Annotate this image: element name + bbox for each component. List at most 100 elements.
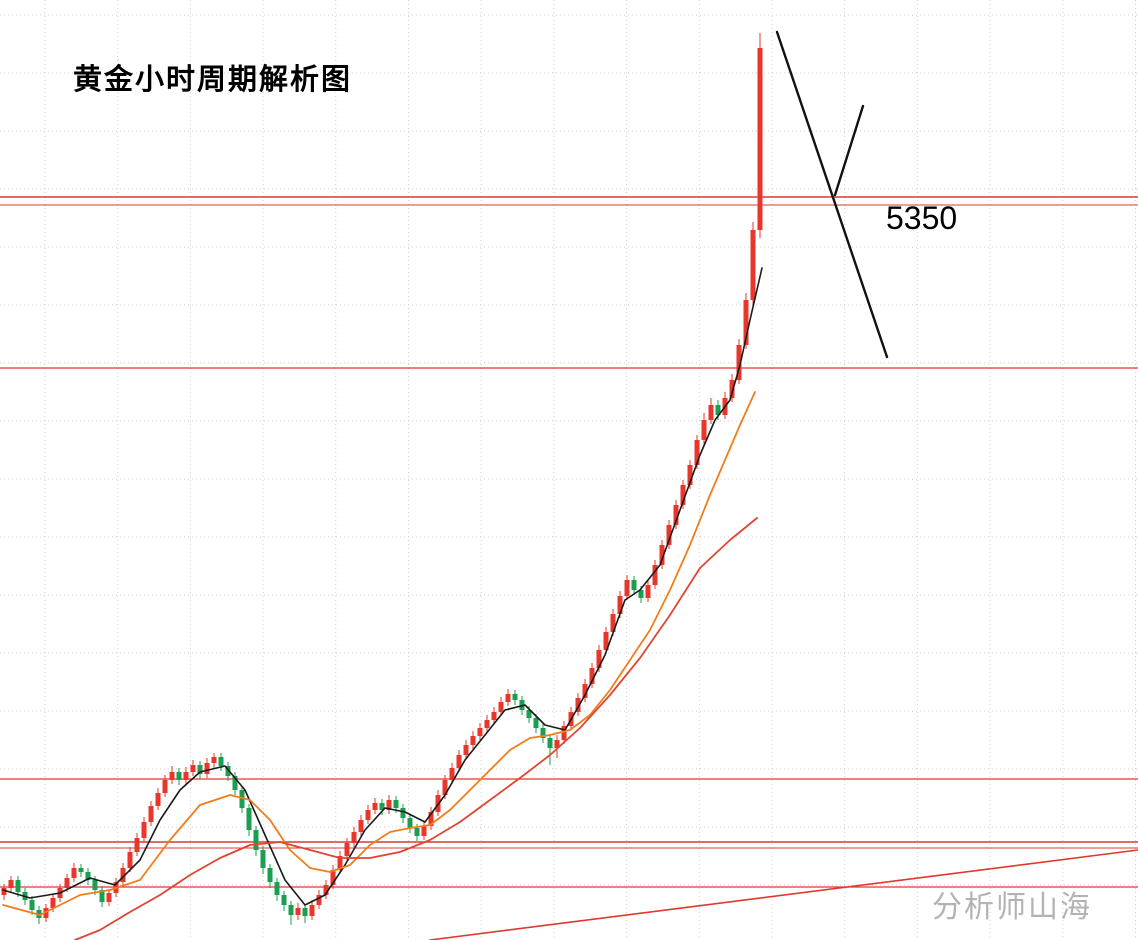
candle [666,525,672,545]
candle [715,405,721,415]
candle [456,755,462,768]
candle [757,48,763,230]
candle [743,300,749,345]
candle [71,868,77,878]
candle [330,870,336,885]
candle [386,800,392,810]
candle [148,806,154,822]
candle [603,632,609,650]
candle [225,766,231,776]
candle [120,868,126,882]
candle [29,900,35,910]
price-level-annotation: 5350 [886,200,958,236]
candle [540,728,546,738]
candle [624,580,630,596]
candle [421,826,427,836]
candle [470,736,476,745]
candle [638,590,644,598]
candle [50,898,56,908]
candle [155,793,161,806]
candle [15,880,21,892]
candle [372,803,378,810]
candle [561,726,567,740]
candle [288,905,294,915]
levels-layer [0,196,1138,888]
candle [428,812,434,826]
candle [106,893,112,902]
ma-mid-line [2,391,756,916]
candle [134,838,140,852]
candle [337,856,343,870]
candle [8,880,14,888]
candle [323,885,329,895]
candle [253,830,259,850]
candle [281,895,287,905]
candle [197,765,203,774]
candle [246,808,252,830]
candle [750,230,756,300]
ma-long-line [74,517,758,940]
candle [673,505,679,525]
candle [463,745,469,755]
candle [694,440,700,465]
candle [190,765,196,772]
candle [260,850,266,868]
candle [365,810,371,820]
candle [239,790,245,808]
candle [393,800,399,808]
candle [127,852,133,868]
candle [442,780,448,795]
candle [400,808,406,818]
candle [505,694,511,702]
candle [218,757,224,766]
candle [85,872,91,880]
analyst-watermark: 分析师山海 [932,891,1092,924]
candle [99,890,105,902]
candle [295,908,301,915]
candle [484,720,490,728]
candle [652,565,658,585]
candle [414,828,420,836]
candle [176,772,182,780]
candle [491,712,497,720]
candle [267,868,273,882]
moving-averages-layer [2,267,763,940]
candle [141,822,147,838]
candle [407,818,413,828]
candle [302,908,308,916]
candle [687,465,693,485]
candle [316,895,322,905]
candle [169,772,175,780]
candle [631,580,637,590]
drawn-lines-layer [429,30,1138,940]
candle [526,710,532,718]
candle [701,420,707,440]
candle [547,738,553,748]
support-trendline [429,849,1138,940]
candle [645,585,651,598]
ma-short-line [2,267,763,906]
candle [232,776,238,790]
candle [449,768,455,780]
candle [64,878,70,888]
candle [708,405,714,420]
projection-line-short [833,104,865,197]
candle [477,728,483,736]
candle [498,702,504,712]
candle [78,868,84,872]
candle [729,380,735,398]
candle [617,596,623,614]
candle [596,650,602,668]
candle [659,545,665,565]
candle [554,740,560,748]
candle [512,694,518,700]
candle [680,485,686,505]
candle [589,668,595,684]
candle [358,820,364,832]
candle [575,698,581,712]
candle [1,888,7,895]
candle [736,345,742,380]
candle [582,684,588,698]
